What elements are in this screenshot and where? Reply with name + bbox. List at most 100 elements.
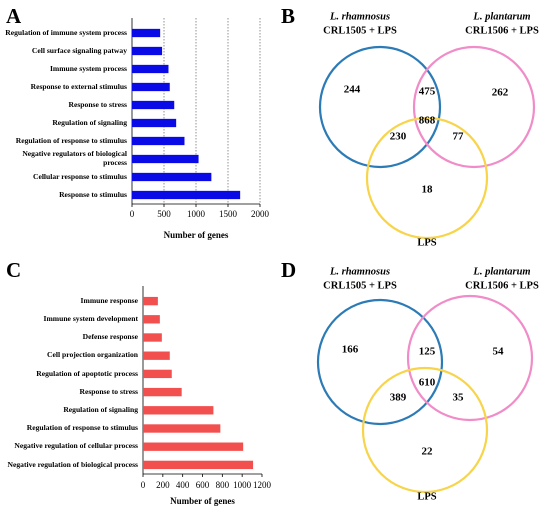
set-name: L. plantarum <box>472 266 530 277</box>
category-label-box: Response to stress <box>69 100 128 109</box>
bar <box>132 46 163 56</box>
bar <box>132 64 169 74</box>
region-count: 868 <box>419 115 436 127</box>
category-label-box: Cell surface signaling patway <box>31 45 127 55</box>
set-label: CRL1506 + LPS <box>465 25 539 36</box>
y-tick-label: Response to external stimulus <box>30 81 127 91</box>
bar <box>132 118 177 128</box>
y-tick-label: Negative regulation of biological proces… <box>7 459 139 469</box>
y-tick-label: Immune system process <box>49 63 127 73</box>
category-label-box: Regulation of immune system process <box>5 27 127 37</box>
category-label-box: Regulation of apoptotic process <box>36 368 138 378</box>
category-label-box: Regulation of signaling <box>52 117 127 127</box>
bar <box>143 442 244 451</box>
category-label-box: Immune system process <box>49 63 127 73</box>
category-label-box: Defense response <box>82 332 138 342</box>
region-count: 244 <box>344 84 361 96</box>
bar <box>143 333 162 342</box>
y-tick-label: Response to stress <box>79 386 139 396</box>
bar <box>132 154 199 164</box>
region-count: 77 <box>453 131 465 143</box>
category-label-box: Regulation of signaling <box>63 404 138 414</box>
bar <box>143 315 160 324</box>
x-tick-label: 1000 <box>233 480 252 490</box>
y-tick-label: Cellular response to stimulus <box>32 171 127 181</box>
region-count: 22 <box>422 446 434 458</box>
x-tick-label: 1200 <box>253 480 272 490</box>
region-count: 125 <box>419 346 436 358</box>
x-tick-label: 0 <box>141 480 146 490</box>
venn-circle <box>316 298 444 426</box>
y-tick-label: Negative regulators of biological proces… <box>22 149 127 167</box>
y-tick-label: Immune system development <box>43 313 139 323</box>
panel-letter: D <box>281 258 296 282</box>
y-tick-label: Defense response <box>82 332 138 342</box>
category-label-box: Regulation of response to stimulus <box>26 423 138 433</box>
set-name: LPS <box>417 237 436 248</box>
region-count: 35 <box>453 392 465 404</box>
category-label-box: Cell projection organization <box>47 350 138 360</box>
region-count: 166 <box>342 344 359 356</box>
x-tick-label: 500 <box>157 209 171 219</box>
x-axis-title: Number of genes <box>170 496 235 506</box>
x-tick-label: 2000 <box>251 209 270 219</box>
x-tick-label: 0 <box>130 209 135 219</box>
region-count: 389 <box>390 392 407 404</box>
set-name: LPS <box>417 491 436 502</box>
y-tick-label: Regulation of apoptotic process <box>36 368 138 378</box>
category-label-box: Response to stress <box>79 386 139 396</box>
category-label-box: Cellular response to stimulus <box>32 171 127 181</box>
panel-letter: A <box>6 4 22 28</box>
bar <box>143 406 214 415</box>
x-axis-title: Number of genes <box>164 230 229 240</box>
y-tick-label: Regulation of signaling <box>52 117 127 127</box>
bar <box>132 172 212 182</box>
x-tick-label: 400 <box>176 480 190 490</box>
set-label: CRL1506 + LPS <box>465 280 539 291</box>
set-name: L. rhamnosus <box>329 266 390 277</box>
y-tick-label: Negative regulation of cellular process <box>14 441 138 451</box>
x-tick-label: 600 <box>196 480 210 490</box>
category-label-box: Negative regulators of biological proces… <box>22 149 127 167</box>
category-label-box: Response to external stimulus <box>30 81 127 91</box>
bar <box>132 136 185 146</box>
y-tick-label: Cell projection organization <box>47 350 138 360</box>
x-tick-label: 200 <box>156 480 170 490</box>
bar <box>143 424 221 433</box>
bar <box>132 100 175 110</box>
region-count: 262 <box>492 87 509 99</box>
y-tick-label: Response to stimulus <box>59 189 127 199</box>
panel-letter: B <box>281 4 295 28</box>
y-tick-label: Cell surface signaling patway <box>31 45 127 55</box>
bar <box>143 387 182 397</box>
region-count: 610 <box>419 377 436 389</box>
category-label-box: Negative regulation of cellular process <box>14 441 138 451</box>
x-tick-label: 1000 <box>187 209 206 219</box>
region-count: 230 <box>390 131 407 143</box>
region-count: 475 <box>419 86 436 98</box>
venn-circle <box>412 45 536 169</box>
bar <box>143 351 170 360</box>
category-label-box: Negative regulation of biological proces… <box>7 459 139 469</box>
bar <box>143 369 172 379</box>
bar <box>132 82 170 92</box>
bar <box>143 460 254 470</box>
category-label-box: Response to stimulus <box>59 189 127 199</box>
category-label-box: Immune response <box>80 295 138 305</box>
venn-circle <box>406 294 534 422</box>
bar <box>132 190 241 200</box>
y-tick-label: Regulation of response to stimulus <box>26 423 138 433</box>
x-tick-label: 1500 <box>219 209 238 219</box>
set-label: CRL1505 + LPS <box>323 25 397 36</box>
y-tick-label: Regulation of signaling <box>63 404 138 414</box>
category-label-box: Immune system development <box>43 313 139 323</box>
panel-letter: C <box>6 258 21 282</box>
y-tick-label: Regulation of immune system process <box>5 27 127 37</box>
set-label: CRL1505 + LPS <box>323 280 397 291</box>
bar <box>143 296 158 306</box>
x-tick-label: 800 <box>216 480 230 490</box>
bar <box>132 28 161 38</box>
y-tick-label: Immune response <box>80 295 138 305</box>
